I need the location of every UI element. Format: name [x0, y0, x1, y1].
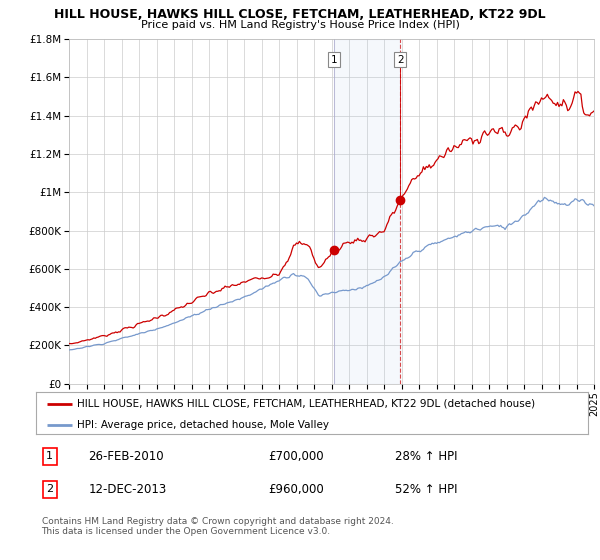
Text: Contains HM Land Registry data © Crown copyright and database right 2024.
This d: Contains HM Land Registry data © Crown c…	[41, 517, 393, 536]
Text: HPI: Average price, detached house, Mole Valley: HPI: Average price, detached house, Mole…	[77, 420, 329, 430]
Text: 1: 1	[331, 55, 337, 65]
Text: £700,000: £700,000	[268, 450, 323, 463]
Text: 52% ↑ HPI: 52% ↑ HPI	[395, 483, 457, 496]
Text: HILL HOUSE, HAWKS HILL CLOSE, FETCHAM, LEATHERHEAD, KT22 9DL: HILL HOUSE, HAWKS HILL CLOSE, FETCHAM, L…	[54, 8, 546, 21]
Text: 2: 2	[46, 484, 53, 494]
Text: 1: 1	[46, 451, 53, 461]
Text: 28% ↑ HPI: 28% ↑ HPI	[395, 450, 457, 463]
Bar	[334, 39, 400, 384]
Text: 26-FEB-2010: 26-FEB-2010	[88, 450, 164, 463]
Text: HILL HOUSE, HAWKS HILL CLOSE, FETCHAM, LEATHERHEAD, KT22 9DL (detached house): HILL HOUSE, HAWKS HILL CLOSE, FETCHAM, L…	[77, 399, 536, 409]
Text: £960,000: £960,000	[268, 483, 323, 496]
Text: 2: 2	[397, 55, 404, 65]
Text: Price paid vs. HM Land Registry's House Price Index (HPI): Price paid vs. HM Land Registry's House …	[140, 20, 460, 30]
Text: 12-DEC-2013: 12-DEC-2013	[88, 483, 167, 496]
